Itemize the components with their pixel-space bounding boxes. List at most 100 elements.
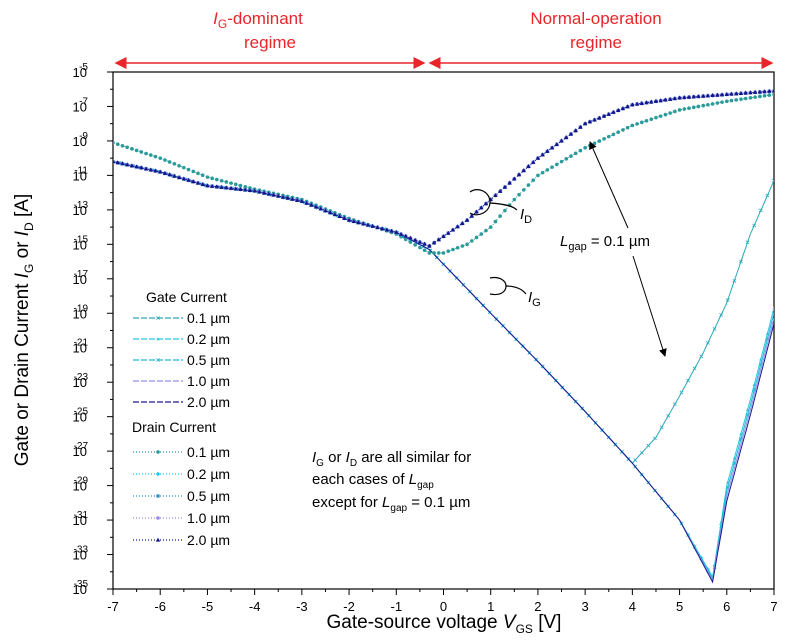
- legend-gate-entry: 0.5 µm: [187, 352, 230, 368]
- data-point: [327, 210, 333, 215]
- data-point: [497, 188, 503, 193]
- data-point: [745, 240, 750, 245]
- data-point: [686, 378, 690, 383]
- data-point: [422, 241, 427, 246]
- data-point: [200, 173, 205, 178]
- data-point: [219, 178, 224, 183]
- data-point: [706, 102, 710, 107]
- data-point: [191, 169, 196, 174]
- data-point: [455, 245, 460, 250]
- data-point: [153, 168, 158, 173]
- data-point: [113, 159, 116, 164]
- data-point: [762, 93, 767, 98]
- data-point: [460, 221, 465, 226]
- x-tick-label: -2: [343, 599, 355, 614]
- data-point: [417, 239, 423, 244]
- id-label: ID: [520, 206, 532, 226]
- x-tick-label: 6: [723, 599, 730, 614]
- y-tick-label: 10-15: [73, 234, 89, 252]
- data-point: [172, 173, 177, 178]
- x-tick-label: -3: [296, 599, 308, 614]
- data-point: [712, 327, 717, 331]
- data-point: [342, 215, 347, 220]
- series-line: [113, 90, 774, 247]
- x-tick-label: 0: [440, 599, 447, 614]
- data-point: [167, 160, 172, 164]
- data-point: [597, 115, 602, 120]
- data-point: [739, 259, 743, 264]
- data-point: [573, 151, 578, 156]
- data-point: [228, 185, 234, 190]
- regime-right-label: Normal-operation: [530, 9, 661, 28]
- regime-labels: IG-dominant regime Normal-operation regi…: [114, 9, 774, 69]
- data-point: [422, 248, 427, 253]
- data-point: [266, 191, 272, 196]
- data-point: [163, 158, 167, 162]
- data-point: [587, 119, 593, 124]
- data-point: [431, 240, 437, 245]
- data-point: [729, 91, 734, 96]
- data-point: [271, 192, 276, 197]
- data-point: [418, 245, 422, 250]
- data-point: [195, 180, 201, 185]
- data-point: [441, 233, 446, 238]
- data-point: [677, 95, 682, 100]
- data-point: [210, 176, 214, 181]
- data-point: [517, 192, 521, 197]
- legend-gate-entry: 0.2 µm: [187, 331, 230, 347]
- data-point: [484, 228, 488, 233]
- data-point: [129, 163, 135, 168]
- data-point: [762, 89, 767, 94]
- data-point: [167, 172, 172, 177]
- y-tick-label: 10-13: [73, 200, 89, 218]
- data-point: [644, 100, 649, 105]
- data-point: [120, 143, 125, 148]
- data-point: [559, 138, 564, 143]
- data-point: [672, 402, 677, 407]
- data-point: [705, 93, 711, 98]
- data-point: [658, 98, 663, 103]
- y-tick-label: 10-21: [73, 338, 89, 356]
- lgap-arrow-down: [632, 255, 667, 357]
- data-point: [682, 107, 687, 111]
- data-point: [403, 237, 408, 242]
- data-point: [606, 134, 611, 139]
- data-point: [365, 222, 371, 227]
- data-point: [739, 97, 743, 102]
- x-tick-label: -1: [391, 599, 403, 614]
- data-point: [653, 436, 657, 441]
- data-point: [564, 157, 569, 161]
- data-point: [451, 247, 455, 252]
- data-point: [498, 214, 502, 218]
- data-point: [153, 154, 158, 159]
- data-point: [611, 132, 616, 137]
- data-point: [625, 125, 630, 130]
- y-tick-label: 10-5: [73, 62, 89, 80]
- data-point: [743, 96, 748, 101]
- data-point: [446, 230, 451, 235]
- data-point: [261, 190, 267, 195]
- data-point: [337, 214, 342, 219]
- data-point: [757, 89, 763, 94]
- data-point: [243, 184, 247, 189]
- x-tick-label: 7: [770, 599, 777, 614]
- data-point: [172, 162, 177, 166]
- data-point: [526, 164, 531, 169]
- data-point: [550, 165, 554, 169]
- data-point: [592, 141, 597, 146]
- data-point: [214, 184, 220, 189]
- lgap-label: Lgap = 0.1 µm: [560, 233, 650, 253]
- data-point: [113, 140, 115, 145]
- data-point: [432, 251, 436, 255]
- data-point: [715, 101, 720, 105]
- data-point: [719, 92, 725, 97]
- data-point: [720, 100, 724, 104]
- data-point: [687, 106, 691, 110]
- ig-brace: [489, 276, 507, 296]
- data-point: [139, 165, 144, 170]
- data-point: [379, 226, 385, 231]
- data-point: [772, 92, 774, 97]
- data-point: [115, 142, 120, 147]
- data-point: [408, 235, 413, 240]
